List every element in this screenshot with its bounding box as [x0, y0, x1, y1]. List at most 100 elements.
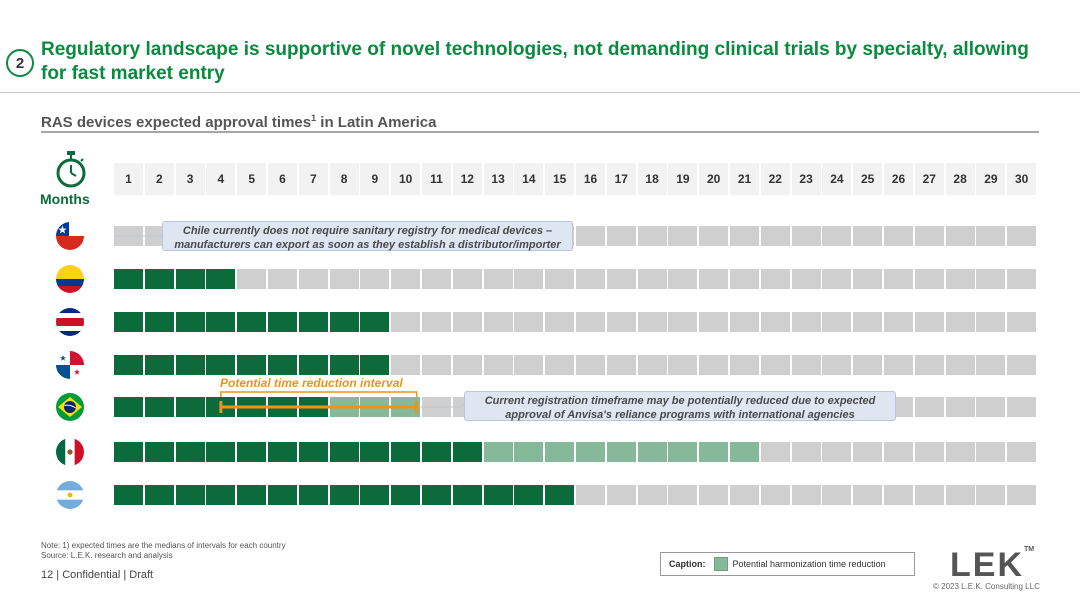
brazil-callout: Current registration timeframe may be po… — [464, 391, 896, 421]
month-tick-3: 3 — [175, 163, 205, 195]
empty-month-cell — [1007, 312, 1037, 332]
approval-month-bar — [360, 312, 390, 332]
empty-month-cell — [668, 485, 698, 505]
approval-month-bar — [360, 355, 390, 375]
page-title: Regulatory landscape is supportive of no… — [41, 39, 1029, 84]
approval-month-bar — [114, 269, 143, 289]
harmonization-month-bar — [545, 442, 575, 462]
lek-logo: LEKTM — [950, 546, 1034, 585]
empty-month-cell — [730, 485, 759, 505]
chart-title-divider — [41, 131, 1039, 133]
empty-month-cell — [545, 269, 575, 289]
approval-month-bar — [268, 312, 297, 332]
brazil-flag-icon — [56, 393, 84, 421]
empty-month-cell — [391, 269, 421, 289]
empty-month-cell — [452, 269, 482, 289]
empty-month-cell — [822, 485, 852, 505]
empty-month-cell — [1007, 397, 1037, 417]
approval-month-bar — [422, 485, 451, 505]
empty-month-cell — [853, 485, 883, 505]
empty-month-cell — [853, 269, 883, 289]
argentina-flag-icon — [56, 481, 84, 509]
empty-month-cell — [514, 269, 544, 289]
empty-month-cell — [976, 485, 1006, 505]
empty-month-cell — [668, 312, 698, 332]
approval-month-bar — [114, 355, 143, 375]
chile-callout: Chile currently does not require sanitar… — [162, 221, 573, 251]
empty-month-cell — [668, 269, 698, 289]
month-tick-10: 10 — [391, 163, 421, 195]
empty-month-cell — [945, 269, 975, 289]
empty-month-cell — [730, 226, 759, 246]
approval-month-bar — [545, 485, 575, 505]
empty-month-cell — [853, 312, 883, 332]
month-tick-11: 11 — [422, 163, 451, 195]
month-tick-12: 12 — [452, 163, 482, 195]
empty-month-cell — [853, 442, 883, 462]
interval-label: Potential time reduction interval — [220, 376, 403, 390]
approval-month-bar — [144, 269, 174, 289]
approval-month-bar — [237, 485, 267, 505]
empty-month-cell — [791, 485, 821, 505]
empty-month-cell — [637, 355, 667, 375]
chart-title-suffix: in Latin America — [316, 114, 437, 131]
approval-month-bar — [237, 397, 267, 417]
empty-month-cell — [976, 442, 1006, 462]
empty-month-cell — [514, 312, 544, 332]
empty-month-cell — [576, 226, 605, 246]
timeline-row — [114, 312, 1039, 332]
approval-month-bar — [114, 397, 143, 417]
approval-month-bar — [329, 355, 359, 375]
timeline-row — [114, 485, 1039, 505]
month-tick-14: 14 — [514, 163, 544, 195]
empty-month-cell — [976, 397, 1006, 417]
month-tick-16: 16 — [576, 163, 605, 195]
month-tick-15: 15 — [545, 163, 575, 195]
empty-month-cell — [1007, 485, 1037, 505]
empty-month-cell — [545, 355, 575, 375]
caption-label: Caption: — [669, 559, 706, 569]
approval-month-bar — [206, 355, 236, 375]
empty-month-cell — [914, 397, 944, 417]
empty-month-cell — [791, 355, 821, 375]
empty-month-cell — [914, 442, 944, 462]
harmonization-month-bar — [576, 442, 605, 462]
empty-month-cell — [760, 355, 790, 375]
month-tick-20: 20 — [699, 163, 729, 195]
empty-month-cell — [976, 269, 1006, 289]
empty-month-cell — [1007, 442, 1037, 462]
empty-month-cell — [422, 355, 451, 375]
month-tick-18: 18 — [637, 163, 667, 195]
empty-month-cell — [606, 485, 636, 505]
empty-month-cell — [637, 226, 667, 246]
approval-month-bar — [144, 312, 174, 332]
month-tick-5: 5 — [237, 163, 267, 195]
empty-month-cell — [760, 485, 790, 505]
empty-month-cell — [822, 355, 852, 375]
empty-month-cell — [822, 269, 852, 289]
approval-month-bar — [514, 485, 544, 505]
chile-flag-icon — [56, 222, 84, 250]
approval-month-bar — [144, 442, 174, 462]
empty-month-cell — [391, 355, 421, 375]
empty-month-cell — [822, 226, 852, 246]
mexico-flag-icon — [56, 438, 84, 466]
empty-month-cell — [545, 312, 575, 332]
panama-flag-icon — [56, 351, 84, 379]
empty-month-cell — [637, 269, 667, 289]
note-text: Note: 1) expected times are the medians … — [41, 541, 286, 550]
empty-month-cell — [853, 226, 883, 246]
chart-title-footnote: 1 — [311, 113, 317, 123]
approval-month-bar — [175, 397, 205, 417]
approval-month-bar — [268, 485, 297, 505]
source-text: Source: L.E.K. research and analysis — [41, 551, 173, 560]
harmonization-month-bar — [360, 397, 390, 417]
empty-month-cell — [298, 269, 328, 289]
approval-month-bar — [422, 442, 451, 462]
empty-month-cell — [884, 269, 913, 289]
approval-month-bar — [483, 485, 513, 505]
footnote: Note: 1) expected times are the medians … — [41, 541, 286, 561]
empty-month-cell — [576, 312, 605, 332]
empty-month-cell — [329, 269, 359, 289]
month-tick-19: 19 — [668, 163, 698, 195]
